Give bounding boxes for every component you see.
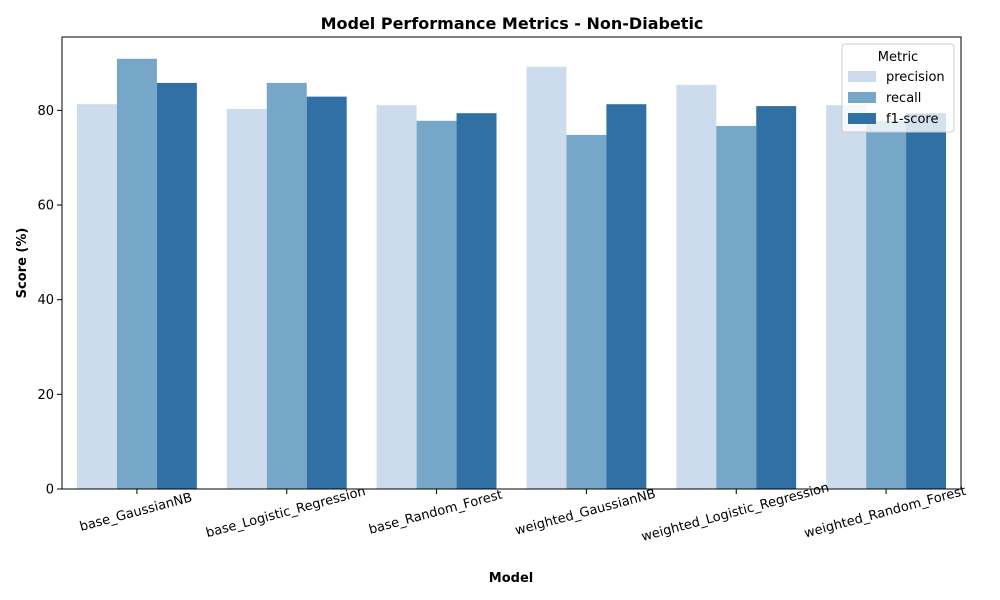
bar-f1-score-weighted_GaussianNB [606, 104, 647, 489]
bar-precision-weighted_Logistic_Regression [676, 84, 717, 490]
x-axis-label: Model [489, 571, 533, 586]
y-tick-label: 0 [46, 483, 54, 498]
y-axis-label: Score (%) [15, 228, 30, 299]
y-tick-label: 60 [37, 199, 54, 214]
bars-group [76, 58, 947, 490]
bar-f1-score-weighted_Logistic_Regression [756, 106, 797, 490]
legend: Metric precision recall f1-score [841, 43, 955, 133]
bar-recall-base_Random_Forest [416, 120, 457, 490]
legend-box [841, 43, 955, 133]
legend-label-f1-score: f1-score [886, 112, 938, 127]
x-axis: base_GaussianNB base_Logistic_Regression b… [78, 480, 968, 545]
legend-swatch-precision [848, 71, 876, 82]
bar-recall-weighted_Logistic_Regression [716, 125, 757, 489]
y-tick-label: 40 [37, 293, 54, 308]
bar-f1-score-weighted_Random_Forest [906, 113, 947, 489]
x-tick-label: base_GaussianNB [78, 490, 194, 534]
legend-swatch-recall [848, 92, 876, 103]
y-axis: 0 20 40 60 80 [37, 104, 62, 498]
legend-label-recall: recall [886, 91, 921, 106]
bar-precision-weighted_Random_Forest [826, 105, 867, 490]
bar-precision-weighted_GaussianNB [526, 66, 567, 489]
x-tick-label: base_Random_Forest [367, 488, 504, 538]
bar-recall-base_GaussianNB [116, 58, 157, 489]
legend-title: Metric [878, 50, 918, 65]
bar-f1-score-base_GaussianNB [156, 82, 197, 490]
y-tick-label: 80 [37, 104, 54, 119]
bar-recall-base_Logistic_Regression [266, 82, 307, 490]
bar-f1-score-base_Logistic_Regression [306, 96, 347, 489]
x-tick-label: base_Logistic_Regression [204, 484, 367, 541]
y-tick-label: 20 [37, 388, 54, 403]
legend-swatch-f1-score [848, 113, 876, 124]
chart-title: Model Performance Metrics - Non-Diabetic [321, 14, 704, 33]
x-tick-label: weighted_Logistic_Regression [640, 480, 831, 545]
bar-recall-weighted_Random_Forest [866, 120, 907, 490]
bar-precision-base_GaussianNB [76, 104, 117, 489]
x-tick-label: weighted_GaussianNB [514, 487, 658, 539]
bar-precision-base_Random_Forest [376, 105, 417, 490]
legend-label-precision: precision [886, 70, 945, 85]
bar-recall-weighted_GaussianNB [566, 134, 607, 489]
plot-frame [61, 36, 962, 490]
bar-precision-base_Logistic_Regression [226, 108, 267, 490]
bar-f1-score-base_Random_Forest [456, 113, 497, 489]
